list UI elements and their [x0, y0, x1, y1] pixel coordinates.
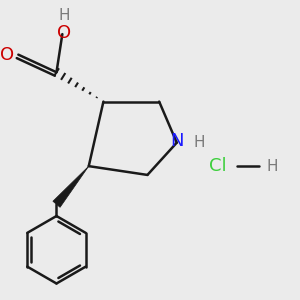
Text: H: H [58, 8, 70, 22]
Text: O: O [57, 24, 71, 42]
Text: H: H [193, 135, 205, 150]
Polygon shape [53, 166, 89, 207]
Text: O: O [0, 46, 14, 64]
Text: H: H [266, 159, 278, 174]
Text: Cl: Cl [209, 157, 227, 175]
Text: N: N [170, 132, 184, 150]
